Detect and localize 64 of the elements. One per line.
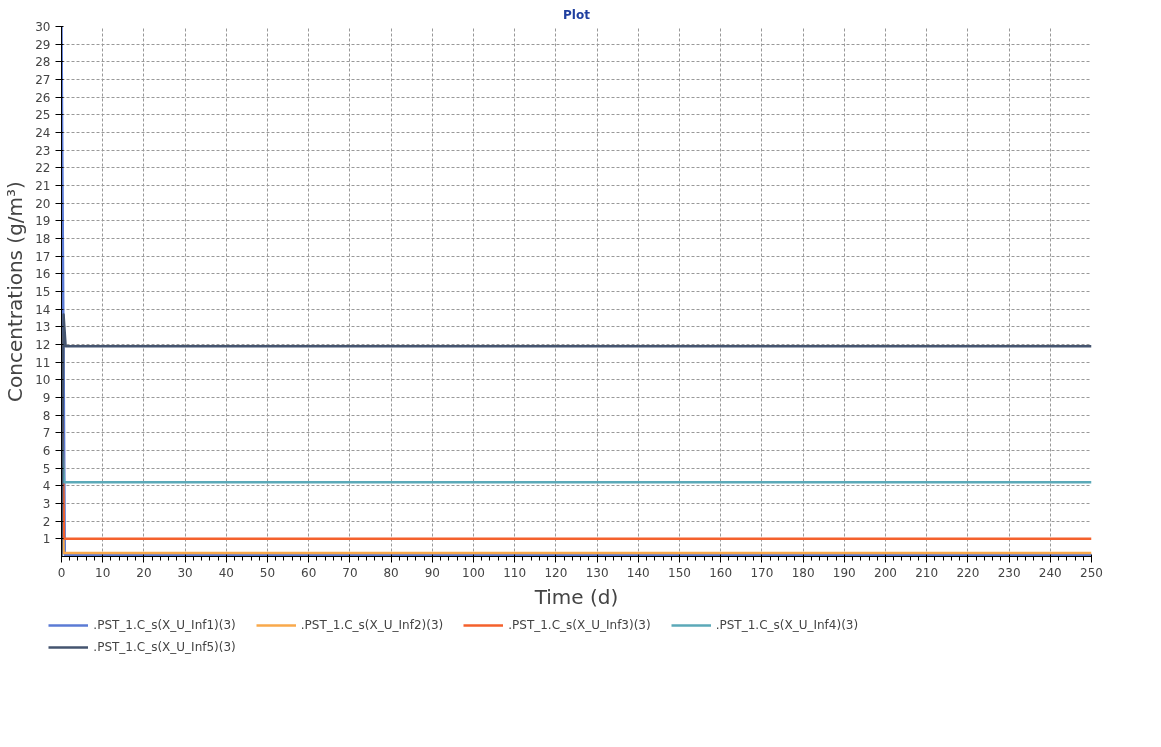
y-tick-label: 6	[42, 444, 51, 458]
x-tick-label: 70	[342, 565, 358, 580]
y-tick-label: 17	[35, 249, 51, 264]
y-tick-label: 22	[35, 161, 51, 176]
x-tick-label: 120	[544, 565, 568, 580]
y-tick-label: 1	[42, 532, 51, 547]
y-tick-label: 8	[42, 408, 51, 423]
x-tick-label: 160	[709, 565, 733, 580]
y-tick-label: 2	[42, 514, 51, 529]
y-tick-label: 24	[35, 126, 51, 140]
x-tick-label: 210	[915, 565, 939, 580]
x-tick-label: 50	[259, 565, 276, 580]
y-tick-label: 15	[35, 285, 51, 299]
x-tick-label: 240	[1038, 565, 1062, 580]
x-tick-label: 90	[424, 565, 440, 580]
y-tick-label: 12	[35, 338, 51, 352]
y-tick-label: 19	[35, 214, 51, 229]
legend-label: .PST_1.C_s(X_U_Inf5)(3)	[93, 640, 236, 654]
legend-label: .PST_1.C_s(X_U_Inf1)(3)	[93, 618, 236, 632]
x-tick-label: 230	[997, 565, 1021, 580]
x-tick-label: 20	[136, 565, 152, 580]
y-tick-label: 26	[35, 90, 51, 105]
y-tick-label: 18	[35, 232, 51, 246]
chart-title: Plot	[563, 7, 591, 22]
y-tick-label: 20	[35, 196, 51, 211]
x-tick-label: 220	[956, 565, 980, 580]
y-tick-label: 14	[35, 302, 51, 317]
y-tick-label: 10	[35, 373, 51, 388]
y-tick-label: 7	[42, 426, 51, 441]
y-tick-label: 11	[35, 355, 51, 370]
y-tick-label: 5	[42, 461, 51, 476]
x-tick-label: 190	[832, 565, 856, 580]
legend-label: .PST_1.C_s(X_U_Inf3)(3)	[508, 618, 651, 632]
x-tick-label: 130	[585, 565, 609, 580]
legend-label: .PST_1.C_s(X_U_Inf4)(3)	[715, 618, 859, 632]
y-tick-label: 21	[35, 179, 51, 193]
x-tick-label: 0	[57, 565, 66, 580]
y-tick-label: 9	[42, 391, 51, 405]
x-tick-label: 170	[750, 565, 774, 580]
y-tick-label: 13	[35, 320, 51, 335]
x-tick-label: 180	[791, 565, 815, 580]
x-tick-label: 100	[462, 565, 485, 580]
x-tick-label: 60	[301, 565, 317, 580]
x-tick-label: 10	[95, 565, 111, 580]
y-tick-label: 30	[35, 20, 51, 34]
y-axis-title: Concentrations (g/m³)	[3, 181, 28, 402]
y-tick-label: 25	[35, 108, 51, 123]
x-tick-label: 40	[218, 565, 234, 580]
x-tick-label: 200	[874, 565, 897, 580]
x-tick-label: 150	[668, 565, 691, 580]
x-tick-label: 140	[626, 565, 650, 580]
x-tick-label: 30	[177, 565, 193, 580]
x-axis-title: Time (d)	[533, 584, 619, 609]
y-tick-label: 3	[42, 497, 51, 511]
x-tick-label: 80	[383, 565, 399, 580]
y-tick-label: 16	[35, 267, 51, 282]
y-tick-label: 27	[35, 73, 51, 87]
y-tick-label: 28	[35, 55, 51, 70]
y-tick-label: 4	[42, 479, 51, 494]
y-tick-label: 23	[35, 143, 51, 158]
y-tick-label: 29	[35, 37, 51, 52]
legend-label: .PST_1.C_s(X_U_Inf2)(3)	[300, 618, 444, 632]
x-tick-label: 250	[1080, 565, 1103, 580]
x-tick-label: 110	[503, 565, 527, 580]
